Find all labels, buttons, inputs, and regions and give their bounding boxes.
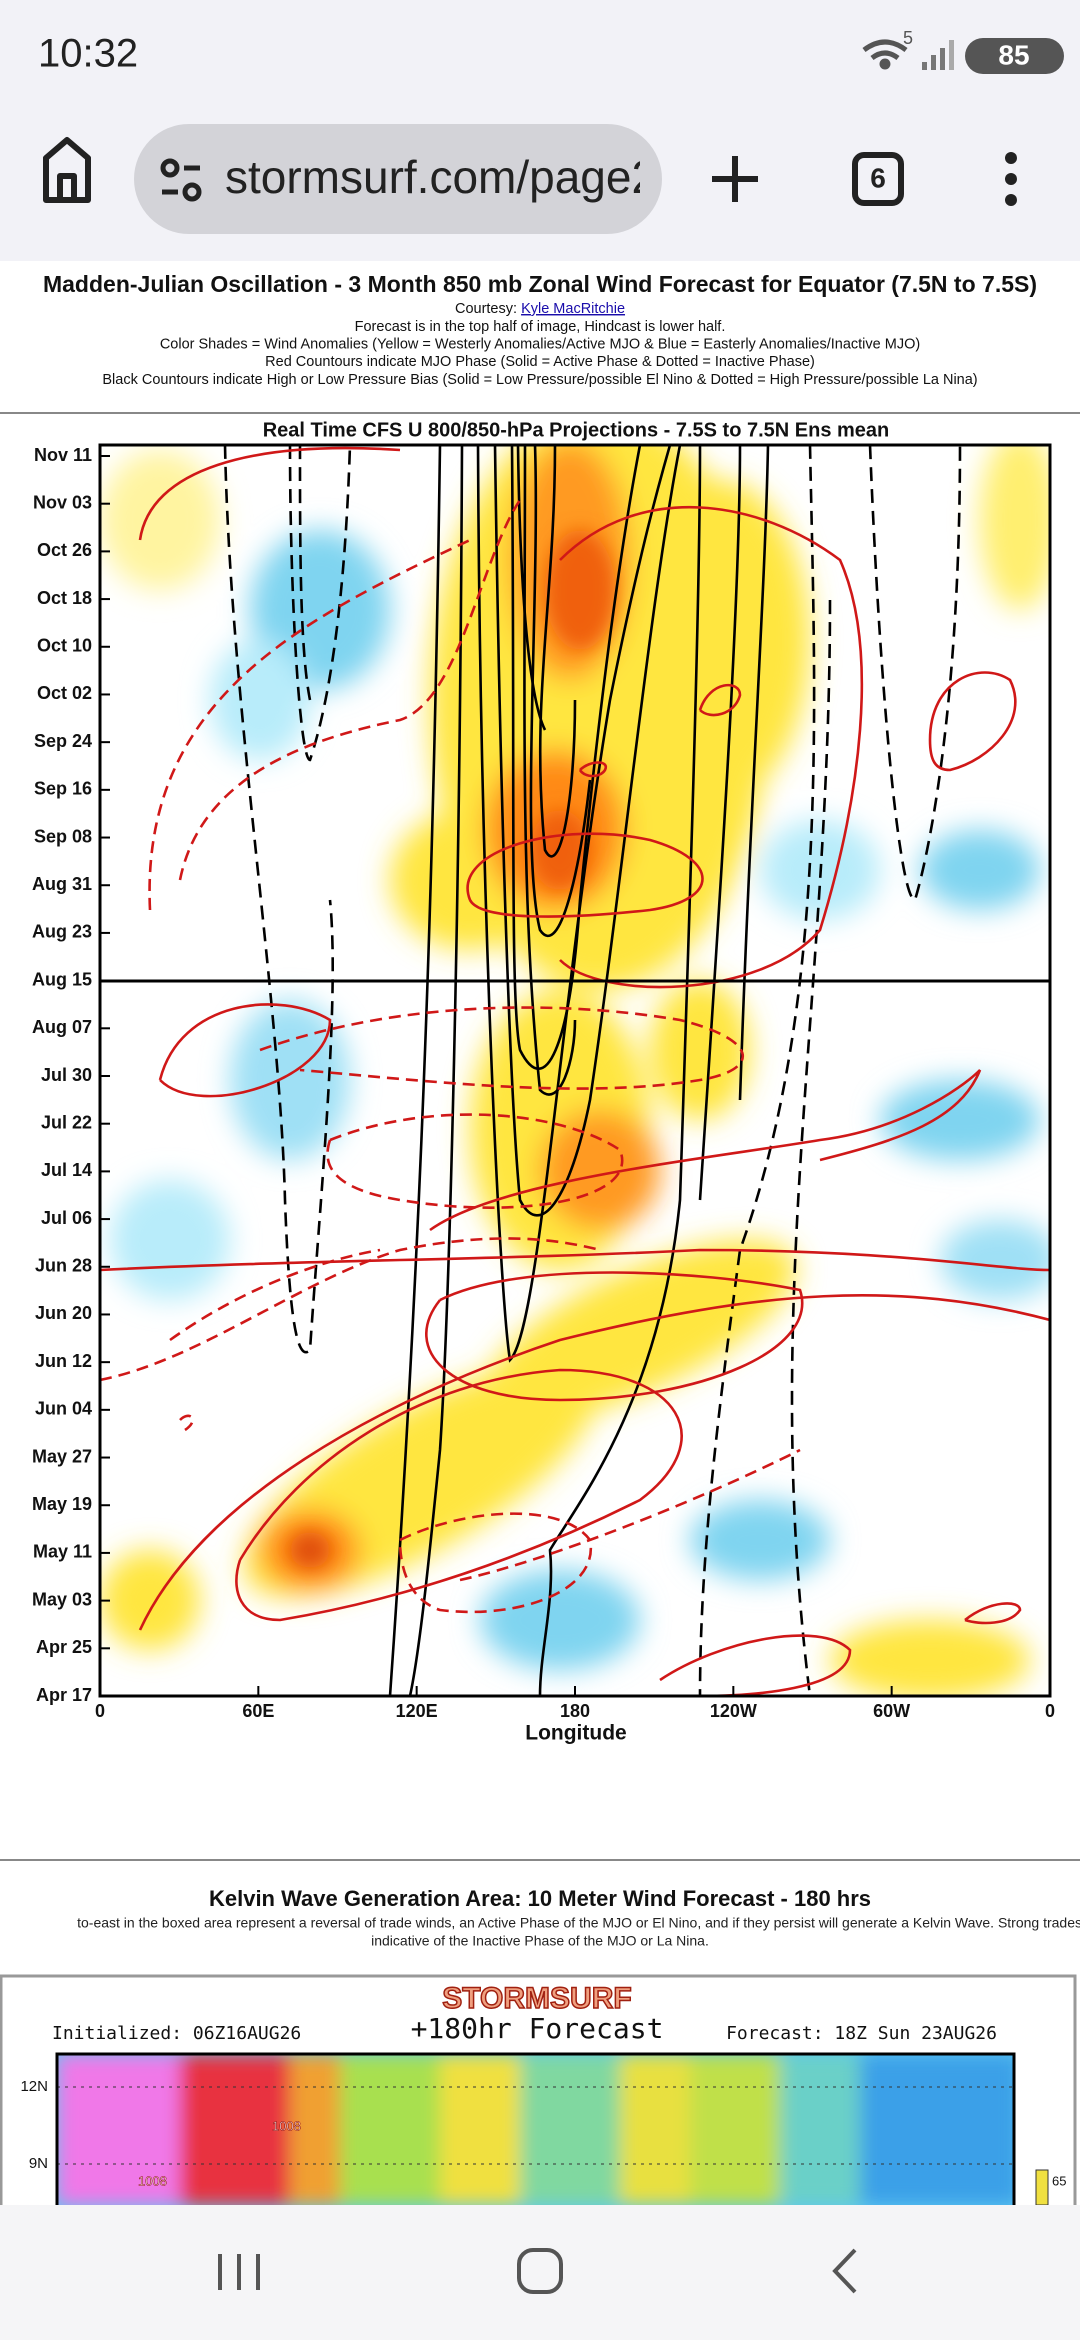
x-axis-label: Longitude xyxy=(525,1722,626,1745)
new-tab-button[interactable] xyxy=(712,156,758,202)
header-line: Forecast is in the top half of image, Hi… xyxy=(355,319,726,335)
hovmoller-image xyxy=(100,445,1050,1696)
y-tick-label: Aug 31 xyxy=(32,874,92,894)
x-tick-label: 120E xyxy=(396,1701,438,1721)
forecast-time: Forecast: 18Z Sun 23AUG26 xyxy=(726,2023,997,2044)
clock: 10:32 xyxy=(38,32,138,76)
home-button[interactable] xyxy=(43,137,91,203)
tabs-button[interactable] xyxy=(852,152,904,206)
home-nav-button[interactable] xyxy=(517,2248,563,2294)
tab-count: 6 xyxy=(870,162,886,193)
x-tick-label: 60W xyxy=(873,1701,910,1721)
site-settings-icon[interactable] xyxy=(160,158,202,202)
header-line: Red Countours indicate MJO Phase (Solid … xyxy=(265,354,815,370)
y-tick-label: Apr 25 xyxy=(36,1637,92,1657)
wifi-icon xyxy=(862,39,908,70)
y-tick-label: May 19 xyxy=(32,1494,92,1514)
y-tick-label: Apr 17 xyxy=(36,1685,92,1705)
battery-level: 85 xyxy=(998,39,1029,70)
y-tick-label: May 11 xyxy=(33,1542,92,1562)
y-tick-label: Oct 02 xyxy=(37,683,92,703)
isobar-label: 1008 xyxy=(138,2173,167,2188)
y-tick-label: Oct 26 xyxy=(37,540,92,560)
page-title: Madden-Julian Oscillation - 3 Month 850 … xyxy=(43,271,1037,297)
y-tick-label: May 03 xyxy=(32,1589,92,1609)
y-tick-label: Aug 23 xyxy=(32,922,92,942)
courtesy: Courtesy: Kyle MacRitchie xyxy=(455,301,625,317)
y-tick-label: Nov 03 xyxy=(33,492,92,512)
header-line: Color Shades = Wind Anomalies (Yellow = … xyxy=(160,337,920,353)
section-description: indicative of the Inactive Phase of the … xyxy=(371,1933,709,1949)
courtesy-label: Courtesy: xyxy=(455,301,521,317)
y-tick-label: Oct 18 xyxy=(37,588,92,608)
nav-bar xyxy=(0,2205,1080,2340)
x-tick-label: 0 xyxy=(1045,1701,1055,1721)
forecast-subtitle: +180hr Forecast xyxy=(411,2012,664,2045)
y-tick-label: Sep 24 xyxy=(34,731,92,751)
section-title: Kelvin Wave Generation Area: 10 Meter Wi… xyxy=(209,1886,871,1911)
y-tick-label: Jun 20 xyxy=(35,1303,92,1323)
back-button[interactable] xyxy=(832,2248,857,2294)
y-tick-label: Aug 15 xyxy=(32,969,92,989)
x-tick-label: 120W xyxy=(710,1701,757,1721)
url-text[interactable]: stormsurf.com/page2 xyxy=(225,151,657,203)
wind-map xyxy=(57,2054,1014,2205)
signal-icon xyxy=(922,40,954,70)
y-tick-label: Jun 12 xyxy=(35,1351,92,1371)
lat-label: 12N xyxy=(20,2078,48,2095)
y-tick-label: Sep 16 xyxy=(34,779,92,799)
y-tick-label: Oct 10 xyxy=(37,636,92,656)
y-tick-label: Jul 06 xyxy=(41,1208,92,1228)
lat-label: 9N xyxy=(29,2155,48,2172)
initialized: Initialized: 06Z16AUG26 xyxy=(52,2023,301,2044)
wifi-badge: 5 xyxy=(903,28,913,48)
y-tick-label: Nov 11 xyxy=(34,445,92,465)
y-tick-label: Jun 04 xyxy=(35,1399,92,1419)
isobar-label: 1008 xyxy=(272,2118,301,2133)
y-tick-label: Sep 08 xyxy=(34,826,92,846)
y-tick-label: Jul 30 xyxy=(41,1065,92,1085)
color-legend xyxy=(1035,2169,1049,2206)
battery xyxy=(965,38,1064,74)
x-tick-label: 0 xyxy=(95,1701,105,1721)
y-tick-label: Jul 22 xyxy=(41,1112,92,1132)
header-line: Black Countours indicate High or Low Pre… xyxy=(102,372,977,388)
url-bar[interactable] xyxy=(134,124,662,234)
y-tick-label: May 27 xyxy=(32,1446,92,1466)
brand: STORMSURF xyxy=(442,1982,631,2015)
x-tick-label: 180 xyxy=(560,1701,590,1721)
section-description: to-east in the boxed area represent a re… xyxy=(77,1915,1080,1931)
plot-title: Real Time CFS U 800/850-hPa Projections … xyxy=(263,419,890,441)
menu-button[interactable] xyxy=(1005,152,1017,206)
y-tick-label: Jun 28 xyxy=(35,1256,92,1276)
legend-label: 65 xyxy=(1052,2173,1066,2188)
y-tick-label: Jul 14 xyxy=(41,1160,92,1180)
recents-button[interactable] xyxy=(218,2254,260,2290)
courtesy-link[interactable]: Kyle MacRitchie xyxy=(521,301,625,317)
x-tick-label: 60E xyxy=(242,1701,274,1721)
y-tick-label: Aug 07 xyxy=(32,1017,92,1037)
